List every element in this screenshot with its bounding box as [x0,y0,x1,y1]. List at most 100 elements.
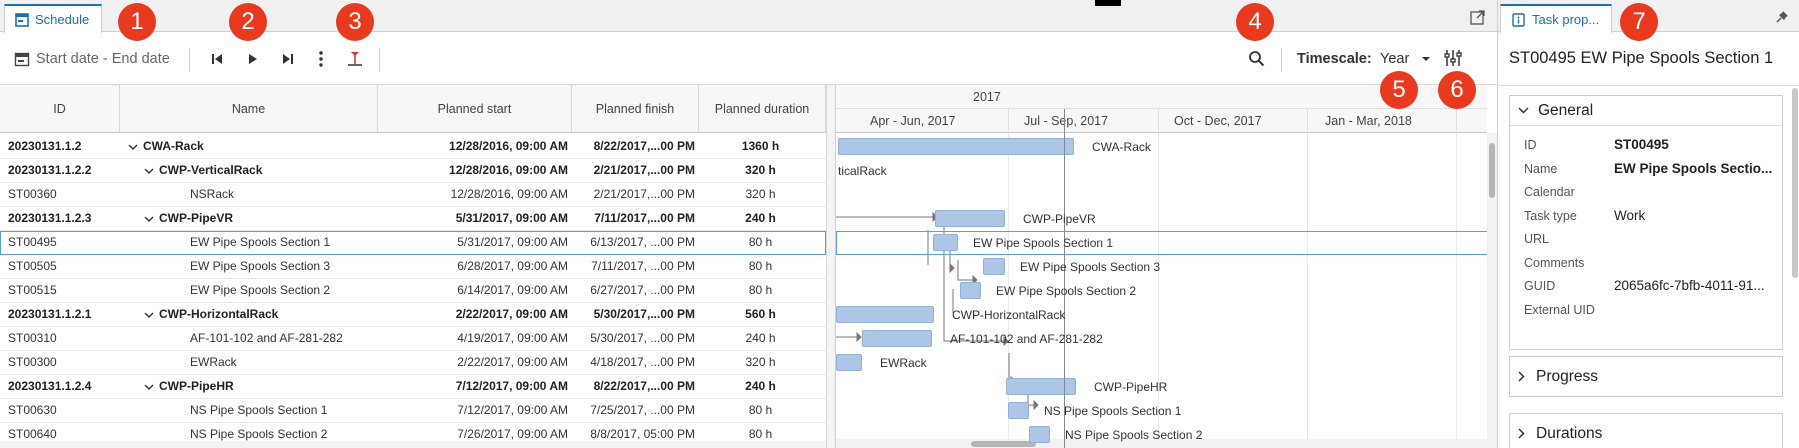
table-row[interactable]: 20230131.1.2 CWA-Rack 12/28/2016, 09:00 AM… [0,135,826,159]
gantt-bar[interactable] [836,306,934,323]
progress-section-header[interactable]: Progress [1509,356,1783,397]
cell-planned-start: 6/14/2017, 09:00 AM [457,283,568,297]
table-row[interactable]: 20230131.1.2.4 CWP-PipeHR 7/12/2017, 09:00… [0,375,826,399]
column-header-planned-start[interactable]: Planned start [378,85,572,133]
play-button[interactable] [241,47,265,71]
chevron-down-icon[interactable] [144,375,156,398]
gantt-bar[interactable] [836,354,862,371]
last-button[interactable] [276,47,300,71]
cell-planned-finish: 7/11/2017,...00 PM [594,211,695,225]
table-row[interactable]: ST00630 NS Pipe Spools Section 1 7/12/2017… [0,399,826,423]
cell-planned-finish: 8/22/2017,...00 PM [593,139,695,153]
cell-planned-finish: 6/13/2017, ...00 PM [590,235,695,249]
durations-label: Durations [1536,424,1603,442]
date-marker-icon [348,52,362,66]
cell-planned-finish: 5/30/2017,...00 PM [593,307,695,321]
cell-id: ST00515 [8,283,57,297]
column-header-name[interactable]: Name [120,85,378,133]
first-button[interactable] [205,47,229,71]
annotation-badge: 7 [1620,3,1658,41]
property-label: Task type [1524,208,1577,223]
cell-planned-start: 6/28/2017, 09:00 AM [457,259,568,273]
gantt-bar-label: ticalRack [838,164,887,178]
cell-planned-finish: 8/22/2017,...00 PM [593,379,695,393]
durations-section-header[interactable]: Durations [1509,413,1783,448]
tab-task-properties-label: Task prop... [1532,12,1600,27]
gantt-bar[interactable] [1008,402,1029,419]
year-label: 2017 [973,90,1001,104]
date-range-button[interactable]: Start date - End date [14,47,170,71]
gantt-bar[interactable] [862,330,932,347]
gantt-scroll-thumb[interactable] [971,441,1036,447]
table-row[interactable]: 20230131.1.2.1 CWP-HorizontalRack 2/22/201… [0,303,826,327]
chevron-down-icon[interactable] [144,303,156,326]
property-value: Work [1614,207,1646,223]
cell-name: AF-101-102 and AF-281-282 [190,331,343,345]
grid-horizontal-scrollbar[interactable] [0,441,826,448]
property-value: ST00495 [1614,137,1669,152]
gantt-bar-label: EW Pipe Spools Section 1 [973,236,1114,250]
more-vertical-icon [319,51,323,67]
table-row[interactable]: ST00360 NSRack 12/28/2016, 09:00 AM 2/21/20… [0,183,826,207]
column-header-id[interactable]: ID [0,85,120,133]
chevron-down-icon [1518,107,1529,114]
table-row[interactable]: 20230131.1.2.3 CWP-PipeVR 5/31/2017, 09:00… [0,207,826,231]
property-label: Name [1524,161,1558,176]
gantt-horizontal-scrollbar[interactable] [836,439,1487,448]
cell-planned-start: 12/28/2016, 09:00 AM [450,187,568,201]
column-header-planned-finish[interactable]: Planned finish [572,85,699,133]
timescale-dropdown[interactable]: Year [1380,47,1431,71]
column-header-planned-duration[interactable]: Planned duration [699,85,826,133]
table-row[interactable]: 20230131.1.2.2 CWP-VerticalRack 12/28/2016… [0,159,826,183]
gantt-bar[interactable] [960,282,981,299]
pin-button[interactable] [1774,8,1790,24]
table-row[interactable]: ST00495 EW Pipe Spools Section 1 5/31/2017… [0,231,826,255]
gantt-bar[interactable] [1006,378,1076,395]
cell-name: EW Pipe Spools Section 2 [190,283,331,297]
table-row[interactable]: ST00300 EWRack 2/22/2017, 09:00 AM 4/18/201… [0,351,826,375]
general-section-header[interactable]: General [1510,96,1782,126]
cell-planned-finish: 2/21/2017,...00 PM [593,187,695,201]
tab-schedule[interactable]: Schedule [4,4,102,33]
cell-planned-duration: 80 h [748,403,773,417]
date-range-label: Start date - End date [36,51,170,67]
table-row[interactable]: ST00515 EW Pipe Spools Section 2 6/14/2017… [0,279,826,303]
vertical-scroll-thumb[interactable] [1489,143,1495,198]
cell-planned-start: 5/31/2017, 09:00 AM [455,211,568,225]
annotation-badge: 5 [1380,71,1418,109]
tab-schedule-label: Schedule [35,12,90,27]
search-icon [1248,50,1264,66]
chevron-down-icon[interactable] [128,135,140,158]
gantt-bar[interactable] [983,258,1005,275]
current-date-marker-button[interactable] [343,47,367,71]
table-row[interactable]: ST00505 EW Pipe Spools Section 3 6/28/2017… [0,255,826,279]
cell-planned-duration: 1360 h [741,139,780,153]
skip-start-icon [212,54,222,64]
property-value: 2065a6fc-7bfb-4011-91... [1614,278,1765,293]
gantt-bar[interactable] [1029,426,1050,443]
pin-icon [1775,10,1788,23]
cell-id: ST00495 [8,235,57,249]
splitter[interactable] [826,85,835,448]
gantt-bar[interactable] [933,234,958,251]
gantt-bar[interactable] [838,138,1074,155]
cell-planned-start: 2/22/2017, 09:00 AM [457,355,568,369]
cell-planned-start: 7/12/2017, 09:00 AM [455,379,568,393]
cell-planned-finish: 5/30/2017, ...00 PM [590,331,695,345]
task-properties-panel: Task prop... ST00495 EW Pipe Spools Sect… [1497,0,1799,448]
gantt-bar[interactable] [935,210,1005,227]
gantt-settings-button[interactable] [1441,46,1465,70]
chevron-down-icon[interactable] [144,207,156,230]
table-row[interactable]: ST00310 AF-101-102 and AF-281-282 4/19/201… [0,327,826,351]
gantt-selected-row [836,231,1487,255]
cell-planned-finish: 7/11/2017, ...00 PM [591,259,695,273]
vertical-scrollbar[interactable] [1487,133,1497,448]
search-button[interactable] [1244,46,1268,70]
window-handle [1095,0,1121,6]
chevron-down-icon[interactable] [144,159,156,182]
cell-id: ST00300 [8,355,57,369]
tab-task-properties[interactable]: Task prop... [1500,4,1612,33]
more-menu-button[interactable] [311,47,331,71]
expand-icon[interactable] [1467,7,1487,27]
properties-scroll-thumb[interactable] [1792,88,1798,278]
